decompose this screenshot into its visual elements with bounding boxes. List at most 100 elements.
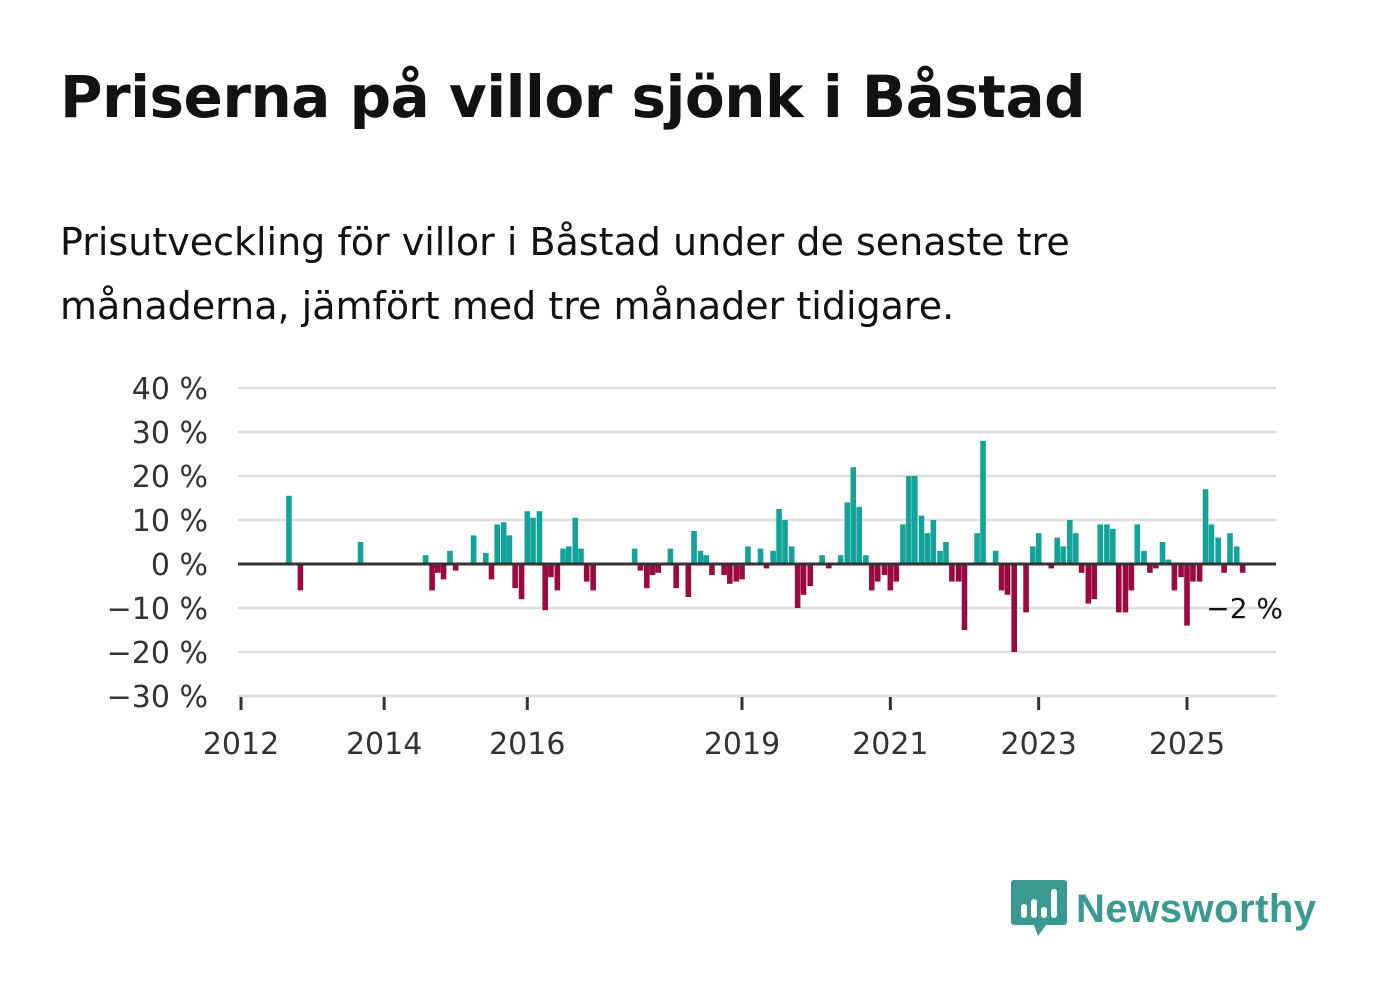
bar [763, 564, 770, 569]
bar [583, 564, 590, 582]
bar [1115, 564, 1122, 613]
bar [429, 564, 435, 591]
bar [1134, 524, 1141, 564]
bar [1072, 533, 1079, 564]
y-tick-label: 30 % [132, 416, 208, 451]
bar [1122, 564, 1129, 613]
bar [837, 555, 844, 564]
bar [494, 524, 501, 564]
bar [949, 564, 955, 582]
bar [998, 564, 1005, 591]
bar [1239, 564, 1246, 573]
bar [739, 564, 745, 580]
bar [918, 515, 925, 564]
bar [733, 564, 740, 582]
x-tick-label: 2019 [704, 727, 780, 762]
bar [518, 564, 525, 600]
bar [863, 555, 869, 564]
bar [578, 548, 584, 564]
brand-name: Newsworthy [1076, 886, 1317, 931]
bar [542, 564, 548, 611]
bar [1208, 524, 1215, 564]
bar [655, 564, 662, 573]
y-tick-label: 0 % [151, 548, 208, 583]
bar [844, 502, 851, 564]
x-tick-label: 2025 [1149, 727, 1225, 762]
bar [548, 564, 554, 578]
bar [590, 564, 596, 591]
bar [1128, 564, 1135, 591]
bar [1035, 533, 1042, 564]
bar [1147, 564, 1153, 573]
bar [906, 476, 912, 564]
bar [1221, 564, 1227, 573]
bar [1190, 564, 1196, 582]
bar [1202, 489, 1209, 564]
bar [770, 550, 776, 564]
bar [961, 564, 968, 630]
bar [825, 564, 832, 569]
bar [440, 564, 447, 580]
bar [649, 564, 656, 575]
bar [422, 555, 429, 564]
bar [1097, 524, 1104, 564]
bar [924, 533, 931, 564]
bar [1165, 559, 1172, 564]
bar [1004, 564, 1011, 595]
bar [850, 467, 857, 564]
chart-subtitle: Prisutveckling för villor i Båstad under… [60, 220, 1070, 328]
last-value-label: −2 % [1206, 592, 1283, 625]
bar [874, 564, 881, 582]
bar [1153, 564, 1159, 569]
y-tick-label: 10 % [132, 504, 208, 539]
bar [868, 564, 875, 591]
bar [800, 564, 807, 595]
bar [819, 555, 825, 564]
bar [470, 535, 477, 564]
bar [881, 564, 888, 575]
bar [1085, 564, 1092, 604]
gridlines [238, 386, 1276, 698]
bar [297, 564, 304, 591]
bar [631, 548, 638, 564]
bar [1233, 546, 1240, 564]
bar [1141, 550, 1147, 564]
bar [685, 564, 692, 597]
bar [566, 546, 572, 564]
x-axis: 2012 2014 2016 2019 2021 2023 2025 [203, 697, 1225, 762]
bar [709, 564, 715, 575]
bar [506, 535, 513, 564]
bar [524, 511, 531, 564]
bar [357, 542, 364, 564]
bar [644, 564, 650, 589]
bars [286, 440, 1246, 652]
bar [1159, 542, 1166, 564]
bar [757, 548, 764, 564]
bar [856, 506, 862, 564]
bar [912, 476, 918, 564]
bar [572, 517, 579, 564]
bar [788, 546, 795, 564]
bar [721, 564, 727, 575]
bar [1178, 564, 1184, 578]
bar [637, 564, 644, 571]
bar [807, 564, 814, 586]
bar [937, 550, 943, 564]
bar [782, 520, 788, 564]
y-tick-label: 20 % [132, 460, 208, 495]
bar [560, 548, 566, 564]
x-tick-label: 2016 [489, 727, 565, 762]
x-tick-label: 2021 [852, 727, 928, 762]
bar [697, 550, 704, 564]
bar [536, 511, 543, 564]
bar [955, 564, 962, 582]
bar [1227, 533, 1233, 564]
bar [1029, 546, 1036, 564]
bar [488, 564, 495, 580]
bar [482, 553, 489, 564]
bar [512, 564, 518, 589]
bar [974, 533, 980, 564]
y-tick-label: 40 % [132, 372, 208, 407]
y-tick-label: −20 % [107, 636, 208, 671]
